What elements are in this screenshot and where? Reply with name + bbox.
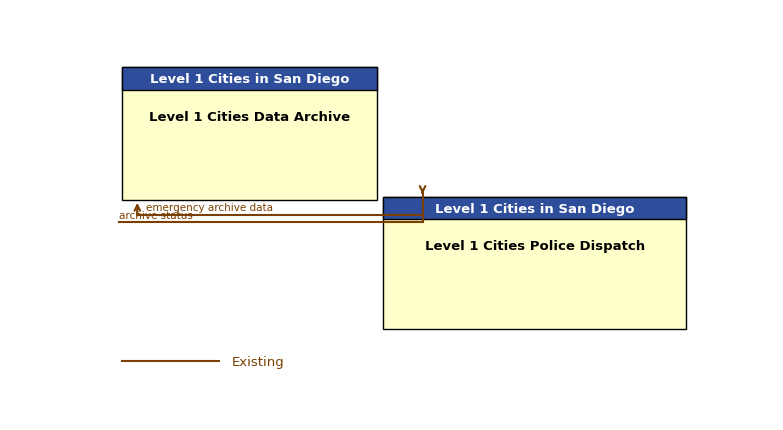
Bar — [122, 68, 377, 200]
Text: Level 1 Cities Data Archive: Level 1 Cities Data Archive — [149, 111, 350, 123]
Text: archive status: archive status — [119, 210, 193, 220]
Text: emergency archive data: emergency archive data — [146, 203, 273, 213]
Bar — [383, 197, 687, 220]
Text: Level 1 Cities Police Dispatch: Level 1 Cities Police Dispatch — [424, 240, 645, 252]
Text: Level 1 Cities in San Diego: Level 1 Cities in San Diego — [150, 73, 349, 86]
Bar — [383, 197, 687, 330]
Text: Level 1 Cities in San Diego: Level 1 Cities in San Diego — [435, 202, 634, 215]
Text: Existing: Existing — [232, 355, 284, 368]
Bar — [122, 68, 377, 91]
